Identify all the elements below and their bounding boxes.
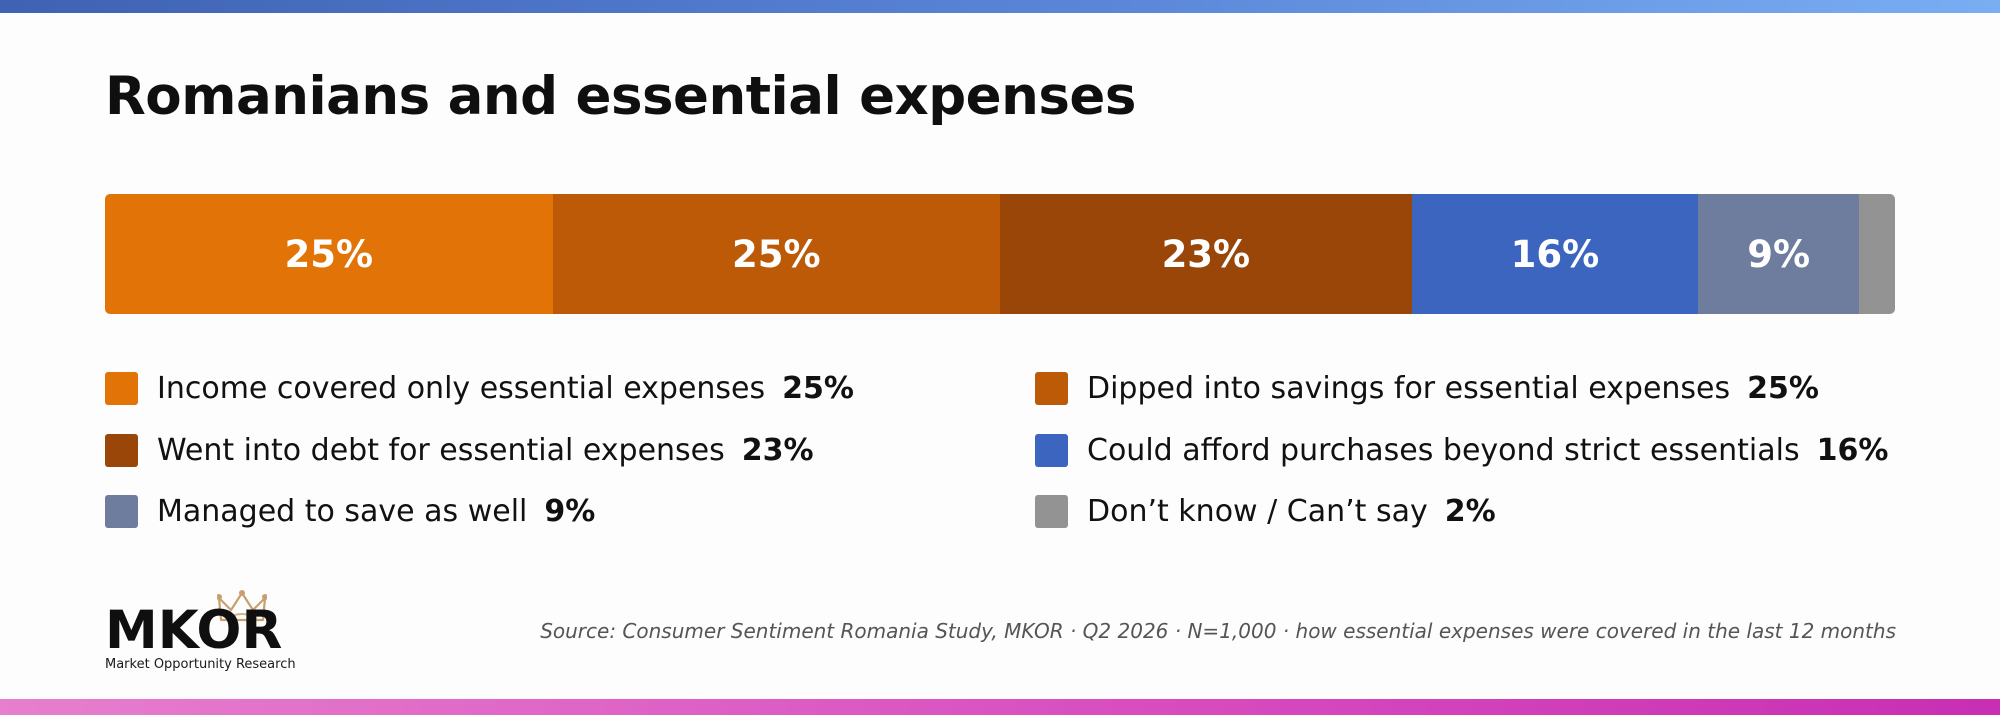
legend-swatch: [105, 433, 138, 467]
logo-wordmark: MKOR: [105, 600, 283, 661]
bar-data-label: 16%: [1510, 232, 1600, 276]
legend-item: Went into debt for essential expenses 23%: [105, 430, 814, 470]
bar-data-label: 25%: [731, 232, 821, 276]
legend-item: Dipped into savings for essential expens…: [1035, 368, 1819, 408]
bar-data-label: 9%: [1747, 232, 1811, 276]
legend-item: Don’t know / Can’t say 2%: [1035, 491, 1496, 531]
legend-label: Went into debt for essential expenses: [157, 432, 725, 468]
bottom-accent-stripe: [0, 699, 2000, 715]
legend-label: Managed to save as well: [157, 493, 528, 529]
legend-value: 16%: [1816, 432, 1889, 468]
legend-swatch: [105, 494, 138, 528]
legend-item: Managed to save as well 9%: [105, 491, 595, 531]
legend-label: Dipped into savings for essential expens…: [1087, 370, 1731, 406]
legend-value: 25%: [1747, 370, 1819, 406]
chart-title: Romanians and essential expenses: [105, 66, 1136, 127]
bar-segment: 16%: [1411, 194, 1699, 314]
legend-value: 2%: [1444, 493, 1496, 529]
legend-swatch: [105, 371, 138, 405]
bar-segment: 25%: [105, 194, 553, 314]
legend-swatch: [1035, 494, 1068, 528]
legend-swatch: [1035, 371, 1068, 405]
bar-data-label: 23%: [1161, 232, 1251, 276]
legend-label: Income covered only essential expenses: [157, 370, 766, 406]
legend-label: Could afford purchases beyond strict ess…: [1087, 432, 1800, 468]
stacked-bar: 25% 25% 23% 16% 9%: [105, 194, 1895, 314]
bar-data-label: 25%: [284, 232, 374, 276]
bar-segment: 23%: [1000, 194, 1412, 314]
legend-swatch: [1035, 433, 1068, 467]
legend-item: Income covered only essential expenses 25…: [105, 368, 854, 408]
logo-subtitle: Market Opportunity Research: [105, 657, 296, 672]
crown-icon: [217, 590, 267, 622]
source-note: Source: Consumer Sentiment Romania Study…: [540, 619, 1896, 643]
bar-segment: 9%: [1698, 194, 1860, 314]
legend-item: Could afford purchases beyond strict ess…: [1035, 430, 1888, 470]
legend: Income covered only essential expenses 25…: [105, 368, 1935, 558]
legend-value: 23%: [741, 432, 814, 468]
bar-segment: 25%: [552, 194, 1000, 314]
top-accent-stripe: [0, 0, 2000, 13]
legend-value: 25%: [782, 370, 854, 406]
legend-label: Don’t know / Can’t say: [1087, 493, 1428, 529]
bar-segment: [1859, 194, 1895, 314]
legend-value: 9%: [544, 493, 596, 529]
mkor-logo: MKOR Market Opportunity Research: [105, 590, 345, 675]
